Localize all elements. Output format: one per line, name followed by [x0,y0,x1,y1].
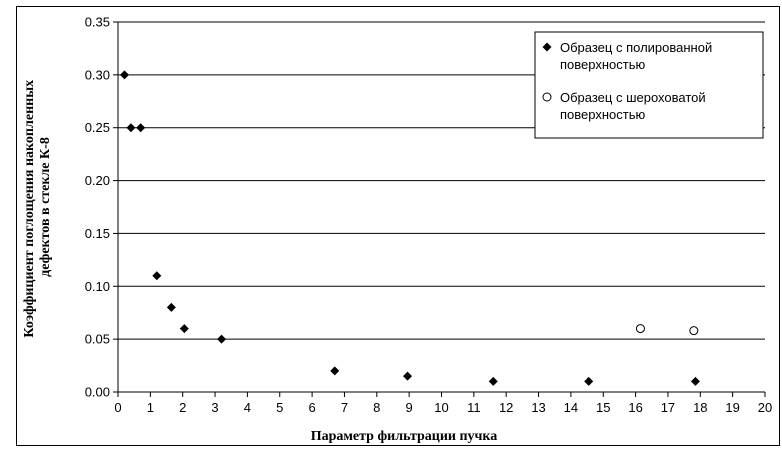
data-point-polished [690,376,700,386]
y-tick-label: 0.00 [85,385,110,400]
x-tick-label: 8 [373,400,380,415]
x-tick-label: 0 [114,400,121,415]
legend-item-rough: Образец с шероховатой поверхностью [542,90,706,122]
x-tick-label: 20 [758,400,772,415]
y-tick-label: 0.30 [85,67,110,82]
data-point-rough [635,324,645,334]
x-tick-label: 12 [499,400,513,415]
scatter-chart: 0 1 2 3 4 5 6 7 8 9 10 11 12 13 14 15 16 17 18 19 20 0.000.0… [22,15,772,445]
x-tick-label: 5 [276,400,283,415]
legend-item-polished: Образец с полированной поверхностью [542,40,712,72]
x-tick-label: 3 [211,400,218,415]
x-axis-title: Параметр фильтрации пучка [311,429,498,444]
legend-marker-filled-diamond [542,42,552,52]
y-tick-labels: 0.00 0.05 0.10 0.15 0.20 0.25 0.30 0.35 [85,15,110,400]
x-tick-label: 1 [147,400,154,415]
data-point-polished [330,366,340,376]
y-tick-label: 0.35 [85,15,110,30]
x-tick-label: 16 [628,400,642,415]
x-tick-label: 4 [244,400,251,415]
y-tick-label: 0.15 [85,226,110,241]
x-tick-label: 14 [564,400,578,415]
y-tick-label: 0.05 [85,332,110,347]
data-point-rough [689,326,699,336]
y-tick-label: 0.25 [85,120,110,135]
x-tick-label: 11 [467,400,481,415]
x-tick-label: 9 [406,400,413,415]
data-point-polished [488,376,498,386]
data-point-polished [119,70,129,80]
x-tick-label: 2 [179,400,186,415]
legend-label-polished-line-1: Образец с полированной [560,40,712,55]
x-tick-label: 17 [661,400,675,415]
x-tick-label: 15 [596,400,610,415]
data-point-polished [217,334,227,344]
data-point-polished [179,324,189,334]
y-axis-title-line-2: дефектов в стекле К-8 [38,137,53,277]
x-tick-label: 6 [308,400,315,415]
legend-label-rough-line-1: Образец с шероховатой [560,90,706,105]
y-axis-title-line-1: Коэффициент поглощения накопленных [22,80,37,338]
axes [113,21,766,397]
data-point-polished [126,123,136,133]
x-tick-label: 19 [725,400,739,415]
x-tick-label: 13 [531,400,545,415]
data-points [119,70,700,386]
legend-label-rough-line-2: поверхностью [560,107,645,122]
legend-label-polished-line-2: поверхностью [560,57,645,72]
chart-frame: 0 1 2 3 4 5 6 7 8 9 10 11 12 13 14 15 16 17 18 19 20 0.00 0.0… [16,6,780,446]
data-point-polished [403,371,413,381]
y-axis-title: Коэффициент поглощения накопленных дефек… [22,76,53,337]
legend-box [534,31,764,139]
legend: Образец с полированной поверхностью Обра… [534,31,764,139]
data-point-polished [584,376,594,386]
gridlines [118,21,765,340]
legend-marker-open-circle [542,92,552,102]
y-tick-label: 0.10 [85,279,110,294]
data-point-polished [166,302,176,312]
y-tick-label: 0.20 [85,173,110,188]
x-tick-label: 10 [434,400,448,415]
x-tick-label: 18 [693,400,707,415]
x-tick-label: 7 [341,400,348,415]
x-tick-labels: 0 1 2 3 4 5 6 7 8 9 10 11 12 13 14 15 16 17 18 19 20 [114,400,772,415]
data-point-polished [152,271,162,281]
data-point-polished [136,123,146,133]
